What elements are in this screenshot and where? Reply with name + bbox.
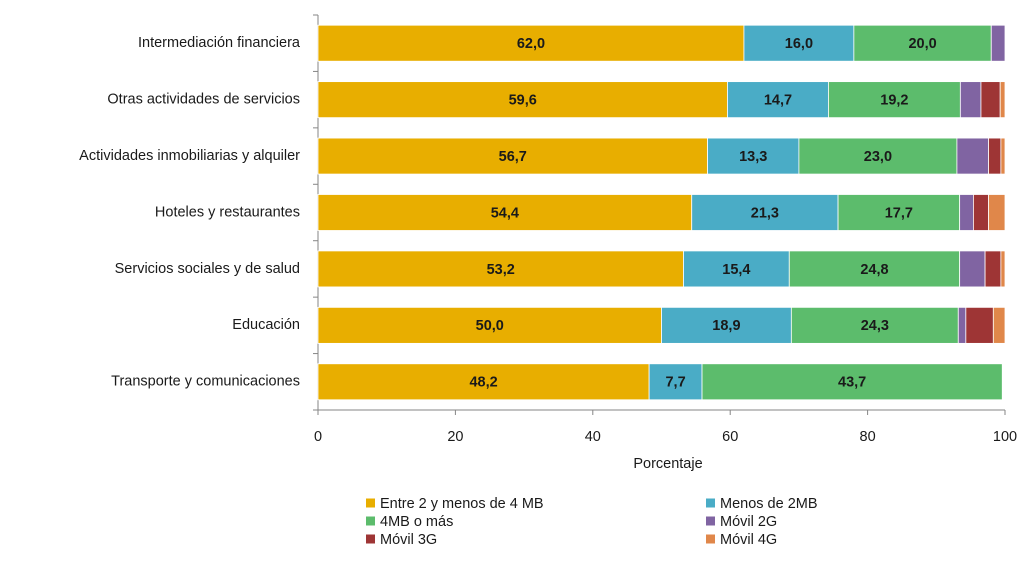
data-label: 50,0: [476, 318, 504, 334]
bar-segment: [683, 250, 790, 288]
bar-segment: [972, 194, 989, 231]
x-tick-label: 80: [860, 429, 876, 445]
data-label: 17,7: [885, 205, 913, 221]
bar-segment: [853, 24, 992, 62]
bar-segment: [1000, 250, 1006, 288]
category-label: Transporte y comunicaciones: [111, 374, 300, 390]
data-label: 54,4: [491, 205, 519, 221]
bar-segment: [992, 306, 1006, 344]
bar-segment: [743, 24, 855, 62]
bar-segment: [707, 137, 800, 175]
legend-label: Móvil 4G: [720, 532, 777, 548]
bar-segment: [727, 81, 829, 119]
x-tick-label: 0: [314, 429, 322, 445]
data-label: 20,0: [908, 36, 936, 52]
bar-segment: [317, 81, 728, 119]
bar-segment: [691, 194, 839, 231]
data-label: 19,2: [880, 92, 908, 108]
category-label: Otras actividades de servicios: [107, 91, 300, 107]
legend-swatch: [366, 534, 375, 544]
data-label: 23,0: [864, 149, 892, 165]
bar-segment: [984, 250, 1002, 288]
bar-segment: [988, 194, 1006, 231]
x-tick-label: 20: [447, 429, 463, 445]
legend-swatch: [706, 534, 715, 544]
bar-segment: [956, 137, 989, 175]
bar-segment: [317, 24, 745, 62]
bar-segment: [837, 194, 961, 231]
data-label: 24,3: [861, 318, 889, 334]
legend-label: 4MB o más: [380, 514, 453, 530]
bar-segment: [317, 137, 708, 175]
bar-segment: [701, 363, 1003, 401]
data-label: 43,7: [838, 375, 866, 391]
bar-segment: [990, 24, 1006, 62]
bar-segment: [317, 194, 693, 231]
bar-segment: [828, 81, 961, 119]
x-tick-label: 100: [993, 429, 1017, 445]
bar-segment: [988, 137, 1002, 175]
bar-segment: [317, 250, 684, 288]
data-label: 21,3: [751, 205, 779, 221]
legend-label: Móvil 3G: [380, 532, 437, 548]
category-label: Hoteles y restaurantes: [155, 204, 300, 220]
legend-swatch: [366, 516, 375, 526]
category-label: Actividades inmobiliarias y alquiler: [79, 148, 300, 164]
category-label: Educación: [232, 317, 300, 333]
legend-label: Móvil 2G: [720, 514, 777, 530]
x-tick-label: 60: [722, 429, 738, 445]
legend-label: Entre 2 y menos de 4 MB: [380, 496, 544, 512]
bar-segment: [788, 250, 961, 288]
data-label: 48,2: [469, 375, 497, 391]
bar-segment: [980, 81, 1001, 119]
bar-segment: [959, 81, 982, 119]
legend-swatch: [706, 498, 715, 508]
bar-segment: [798, 137, 958, 175]
category-label: Intermediación financiera: [138, 35, 301, 51]
bar-segment: [790, 306, 959, 344]
bar-segment: [959, 194, 974, 231]
bar-segment: [317, 363, 650, 401]
x-axis-label: Porcentaje: [633, 456, 702, 472]
data-label: 53,2: [487, 262, 515, 278]
bar-segment: [957, 306, 967, 344]
data-label: 7,7: [665, 375, 685, 391]
x-tick-label: 40: [585, 429, 601, 445]
data-label: 13,3: [739, 149, 767, 165]
legend-swatch: [366, 498, 375, 508]
bar-segment: [965, 306, 994, 344]
bar-segment: [959, 250, 986, 288]
legend-swatch: [706, 516, 715, 526]
data-label: 14,7: [764, 92, 792, 108]
data-label: 15,4: [722, 262, 750, 278]
legend-label: Menos de 2MB: [720, 496, 818, 512]
data-label: 16,0: [785, 36, 813, 52]
bar-segment: [1000, 137, 1006, 175]
category-label: Servicios sociales y de salud: [115, 261, 300, 277]
data-label: 62,0: [517, 36, 545, 52]
bar-segment: [317, 306, 662, 344]
data-label: 24,8: [860, 262, 888, 278]
data-label: 59,6: [509, 92, 537, 108]
data-label: 18,9: [712, 318, 740, 334]
bar-segment: [999, 81, 1006, 119]
data-label: 56,7: [499, 149, 527, 165]
bar-segment: [648, 363, 703, 401]
bar-segment: [661, 306, 792, 344]
